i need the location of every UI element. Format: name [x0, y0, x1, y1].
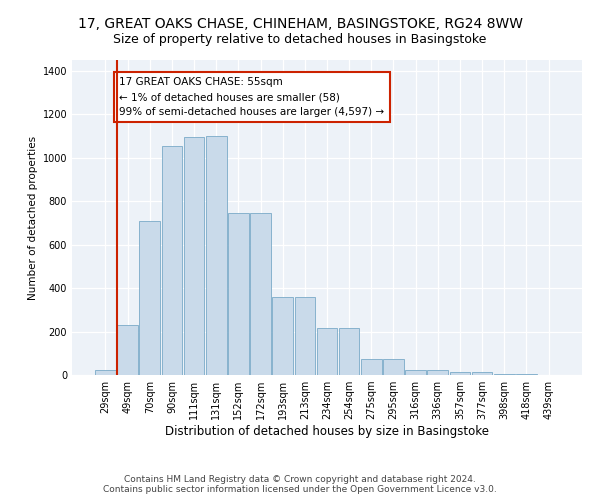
Bar: [206, 136, 227, 375]
Text: 17 GREAT OAKS CHASE: 55sqm
← 1% of detached houses are smaller (58)
99% of semi-: 17 GREAT OAKS CHASE: 55sqm ← 1% of detac…: [119, 78, 385, 117]
Bar: [118, 325, 138, 375]
Text: 17, GREAT OAKS CHASE, CHINEHAM, BASINGSTOKE, RG24 8WW: 17, GREAT OAKS CHASE, CHINEHAM, BASINGST…: [77, 18, 523, 32]
Bar: [317, 328, 337, 375]
Bar: [516, 374, 536, 375]
Y-axis label: Number of detached properties: Number of detached properties: [28, 136, 38, 300]
Text: Contains HM Land Registry data © Crown copyright and database right 2024.
Contai: Contains HM Land Registry data © Crown c…: [103, 474, 497, 494]
Bar: [383, 358, 404, 375]
Bar: [472, 372, 493, 375]
Bar: [184, 137, 205, 375]
Bar: [427, 370, 448, 375]
Bar: [95, 370, 116, 375]
Bar: [139, 221, 160, 375]
Bar: [250, 213, 271, 375]
Bar: [272, 297, 293, 375]
Bar: [406, 370, 426, 375]
Bar: [361, 358, 382, 375]
X-axis label: Distribution of detached houses by size in Basingstoke: Distribution of detached houses by size …: [165, 425, 489, 438]
Bar: [161, 146, 182, 375]
Bar: [494, 374, 515, 375]
Bar: [228, 213, 248, 375]
Bar: [449, 372, 470, 375]
Bar: [295, 297, 315, 375]
Bar: [339, 328, 359, 375]
Text: Size of property relative to detached houses in Basingstoke: Size of property relative to detached ho…: [113, 32, 487, 46]
